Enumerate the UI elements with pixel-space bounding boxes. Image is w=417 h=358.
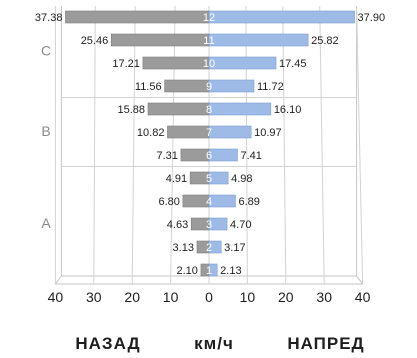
bar-back-gear-10 — [142, 56, 210, 70]
zone-labels: C B A — [41, 43, 51, 232]
value-label-fwd: 10.97 — [254, 127, 282, 139]
value-label-fwd: 16.10 — [274, 104, 302, 116]
gridline-x — [356, 5, 364, 285]
bar-fwd-gear-7 — [208, 125, 252, 139]
gridline-x — [319, 5, 325, 285]
bar-fwd-gear-1 — [208, 263, 218, 277]
bar-fwd-gear-6 — [208, 148, 238, 162]
bar-back-gear-11 — [110, 33, 210, 47]
gear-label: 12 — [203, 12, 215, 24]
x-tick-label: 0 — [205, 289, 213, 305]
gridline-x — [282, 5, 287, 285]
gear-label: 10 — [203, 58, 215, 70]
bar-fwd-gear-5 — [208, 171, 229, 185]
value-label-back: 7.31 — [157, 150, 178, 162]
gear-label: 9 — [206, 81, 212, 93]
bar-back-gear-7 — [167, 125, 210, 139]
bar-fwd-gear-4 — [208, 194, 236, 208]
value-label-fwd: 25.82 — [311, 35, 339, 47]
bar-fwd-gear-12 — [208, 10, 355, 24]
bar-fwd-gear-3 — [208, 217, 228, 231]
value-label-fwd: 7.41 — [240, 150, 261, 162]
gear-label: 2 — [206, 242, 212, 254]
value-label-fwd: 4.70 — [230, 219, 251, 231]
gear-label: 11 — [203, 35, 214, 47]
value-label-back: 11.56 — [135, 81, 162, 93]
bar-back-gear-12 — [65, 10, 210, 24]
gear-label: 1 — [206, 265, 212, 277]
value-label-back: 37.38 — [35, 12, 63, 24]
gear-label: 5 — [206, 173, 212, 185]
bar-back-gear-8 — [147, 102, 210, 116]
x-axis-label-center: км/ч — [194, 334, 234, 353]
x-tick-label: 40 — [355, 289, 371, 305]
gridline-x — [170, 5, 176, 285]
x-tick-label: 40 — [48, 289, 64, 305]
x-tick-label: 20 — [278, 289, 294, 305]
gear-label: 3 — [206, 219, 212, 231]
bar-fwd-gear-2 — [208, 240, 222, 254]
x-tick-label: 30 — [316, 289, 332, 305]
value-label-back: 17.21 — [112, 58, 140, 70]
bar-back-gear-6 — [180, 148, 210, 162]
bar-back-gear-9 — [164, 79, 210, 93]
gear-label: 7 — [206, 127, 212, 139]
zone-label-c: C — [41, 43, 51, 59]
gear-label: 4 — [206, 196, 212, 208]
value-label-back: 15.88 — [117, 104, 145, 116]
value-label-fwd: 3.17 — [224, 242, 245, 254]
gear-label: 8 — [206, 104, 212, 116]
x-axis-ticks: 40 30 20 10 0 10 20 30 40 — [48, 289, 371, 305]
value-label-fwd: 11.72 — [257, 81, 284, 93]
chart-grid — [54, 5, 364, 285]
value-label-back: 6.80 — [158, 196, 179, 208]
chart-frame — [54, 6, 364, 285]
zone-label-a: A — [41, 215, 51, 231]
bar-fwd-gear-10 — [208, 56, 277, 70]
value-label-back: 10.82 — [137, 127, 165, 139]
value-label-fwd: 17.45 — [279, 58, 307, 70]
x-tick-label: 10 — [163, 289, 179, 305]
x-tick-label: 20 — [124, 289, 140, 305]
value-label-back: 4.91 — [166, 173, 187, 185]
value-label-back: 2.10 — [177, 265, 198, 277]
gear-label: 6 — [206, 150, 212, 162]
x-tick-label: 30 — [86, 289, 102, 305]
bar-fwd-gear-9 — [208, 79, 255, 93]
x-tick-label: 10 — [240, 289, 256, 305]
x-axis-label-right: НАПРЕД — [287, 334, 364, 353]
gridline-x — [131, 5, 136, 285]
value-label-back: 25.46 — [81, 35, 109, 47]
bar-fwd-gear-8 — [208, 102, 272, 116]
value-label-fwd: 4.98 — [231, 173, 252, 185]
zone-label-b: B — [41, 123, 50, 139]
x-axis-label-left: НАЗАД — [75, 334, 140, 353]
gridline-x — [245, 5, 248, 285]
value-label-back: 4.63 — [167, 219, 188, 231]
value-label-fwd: 2.13 — [220, 265, 241, 277]
value-label-fwd: 6.89 — [238, 196, 259, 208]
gridline-x — [93, 5, 96, 285]
bar-fwd-gear-11 — [208, 33, 309, 47]
value-label-back: 3.13 — [173, 242, 194, 254]
value-label-fwd: 37.90 — [358, 12, 386, 24]
